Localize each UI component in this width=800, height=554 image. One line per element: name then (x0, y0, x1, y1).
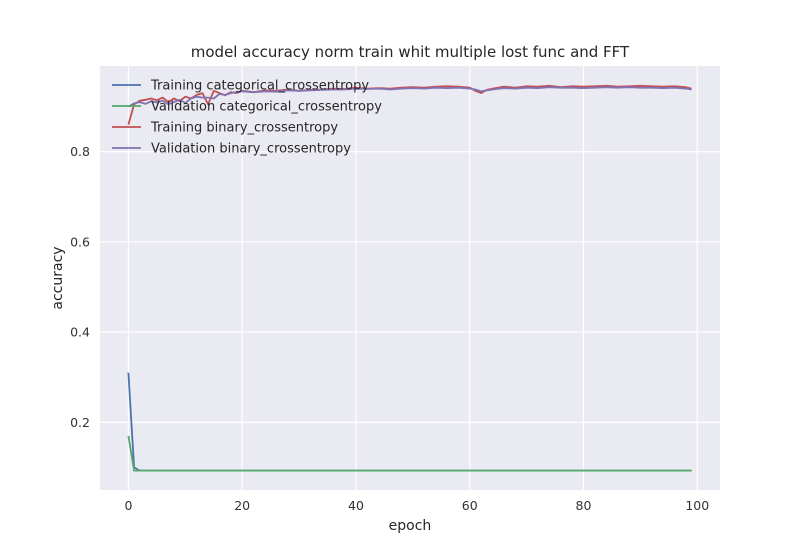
y-tick-label: 0.6 (70, 234, 90, 249)
x-tick-label: 20 (234, 498, 250, 513)
series-line-3 (127, 86, 692, 108)
x-tick-label: 80 (576, 498, 592, 513)
legend-label-1: Validation categorical_crossentropy (151, 100, 382, 115)
x-tick-label: 100 (685, 498, 709, 513)
series-line-1 (127, 435, 692, 472)
tick-labels: 0 20 40 60 80 100 0.2 0.4 0.6 0.8 (70, 144, 709, 513)
legend: Training categorical_crossentropy Validat… (112, 79, 382, 157)
chart-title: model accuracy norm train whit multiple … (191, 43, 630, 61)
y-tick-label: 0.4 (70, 325, 90, 340)
legend-label-3: Validation binary_crossentropy (151, 142, 351, 157)
x-tick-label: 0 (124, 498, 132, 513)
plot-area (100, 66, 720, 490)
grid-lines (100, 66, 720, 490)
series-lines (127, 84, 692, 472)
legend-label-2: Training binary_crossentropy (150, 121, 338, 136)
x-tick-label: 60 (462, 498, 478, 513)
x-axis-label: epoch (389, 518, 432, 534)
y-axis-label: accuracy (50, 246, 66, 309)
legend-label-0: Training categorical_crossentropy (150, 79, 369, 94)
y-tick-label: 0.2 (70, 415, 90, 430)
y-tick-label: 0.8 (70, 144, 90, 159)
x-tick-label: 40 (348, 498, 364, 513)
